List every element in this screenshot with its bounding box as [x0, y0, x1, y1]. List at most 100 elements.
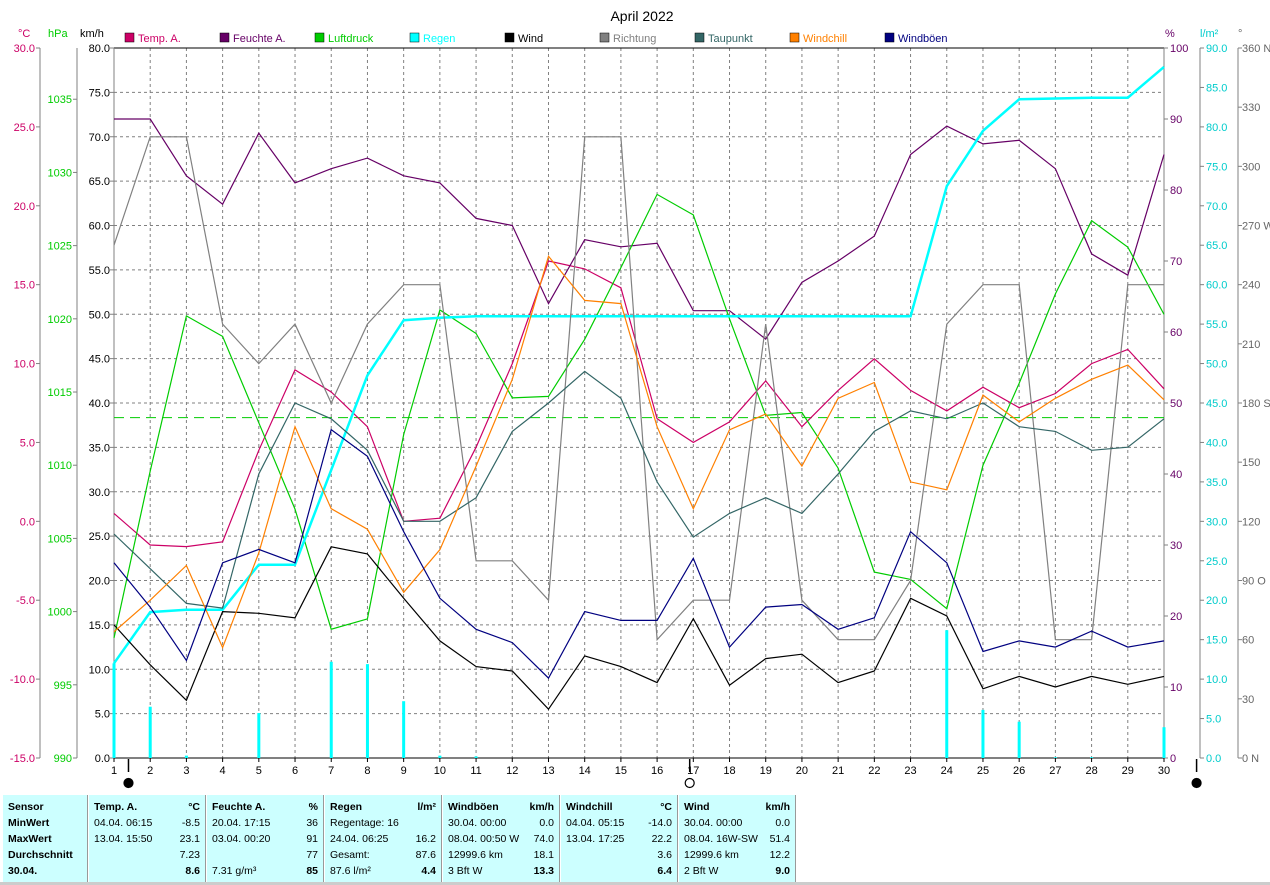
windchill-max-time: 13.04. 17:25: [566, 833, 625, 845]
x-tick-label: 21: [832, 765, 844, 777]
temp-panel: Temp. A. °C 04.04. 06:15 -8.5 13.04. 15:…: [89, 795, 206, 883]
humidity-max-value: 91: [306, 833, 318, 845]
axis-label-humidity: 20: [1170, 611, 1182, 623]
weather-chart: April 2022 °C hPa km/h % l/m² ° Temp. A.…: [9, 8, 1270, 789]
x-tick-label: 29: [1122, 765, 1134, 777]
axis-label-speed: 80.0: [89, 43, 110, 55]
axis-label-rain: 55.0: [1206, 319, 1227, 331]
axis-label-rain: 60.0: [1206, 280, 1227, 292]
axis-label-speed: 0.0: [95, 753, 110, 765]
series-line-windchill: [113, 255, 1165, 650]
axis-label-humidity: 30: [1170, 540, 1182, 552]
gust-min-time: 30.04. 00:00: [448, 817, 507, 829]
wind-header: Wind: [684, 801, 710, 813]
windchill-max-value: 22.2: [651, 833, 672, 845]
windchill-min-value: -14.0: [648, 817, 672, 829]
legend-swatch: [409, 32, 420, 43]
legend-label: Luftdruck: [328, 33, 374, 45]
minwert-label: MinWert: [8, 817, 50, 829]
axis-label-temp: -5.0: [16, 595, 35, 607]
x-tick-label: 19: [760, 765, 772, 777]
legend-label: Taupunkt: [708, 33, 753, 45]
series-line-temp-a-: [113, 260, 1165, 548]
axis-label-pressure: 1010: [48, 460, 72, 472]
axis-label-speed: 30.0: [89, 487, 110, 499]
axis-label-direction: 240: [1242, 280, 1260, 292]
axis-label-speed: 40.0: [89, 398, 110, 410]
rain-max-time: 24.04. 06:25: [330, 833, 389, 845]
legend-swatch: [504, 32, 515, 43]
rain-bar: [438, 755, 442, 758]
rain-header: Regen: [330, 801, 363, 813]
x-tick-label: 8: [364, 765, 370, 777]
axis-label-direction: 210: [1242, 339, 1260, 351]
gust-header: Windböen: [448, 801, 499, 813]
rain-sum: 87.6 l/m²: [330, 865, 371, 877]
axis-label-speed: 35.0: [89, 442, 110, 454]
new-moon-icon: [1191, 777, 1202, 789]
rain-total-value: 87.6: [415, 849, 436, 861]
gust-unit: km/h: [529, 801, 554, 813]
statistics-table: Sensor MinWert MaxWert Durchschnitt 30.0…: [0, 792, 1270, 885]
x-tick-label: 27: [1049, 765, 1061, 777]
axis-label-humidity: 10: [1170, 682, 1182, 694]
chart-series: [112, 65, 1165, 711]
axis-label-speed: 55.0: [89, 265, 110, 277]
axis-label-direction: 0 N: [1242, 753, 1259, 765]
rain-bar: [365, 664, 369, 758]
axis-label-temp: -15.0: [10, 753, 35, 765]
axis-label-speed: 10.0: [89, 664, 110, 676]
axis-label-temp: 25.0: [14, 122, 35, 134]
wind-unit: km/h: [765, 801, 790, 813]
axis-label-speed: 15.0: [89, 620, 110, 632]
gust-current-value: 13.3: [533, 865, 554, 877]
axis-label-rain: 25.0: [1206, 556, 1227, 568]
axis-label-humidity: 80: [1170, 185, 1182, 197]
axis-label-direction: 120: [1242, 516, 1260, 528]
axis-label-pressure: 995: [54, 680, 72, 692]
axis-label-humidity: 40: [1170, 469, 1182, 481]
x-tick-label: 6: [292, 765, 298, 777]
axis-label-pressure: 1015: [48, 387, 72, 399]
axis-label-rain: 80.0: [1206, 122, 1227, 134]
rain-bar: [1090, 757, 1094, 758]
temp-avg-value: 7.23: [179, 849, 200, 861]
rain-bar: [402, 701, 406, 758]
axis-label-speed: 50.0: [89, 309, 110, 321]
axis-label-rain: 40.0: [1206, 437, 1227, 449]
windchill-min-time: 04.04. 05:15: [566, 817, 625, 829]
temp-max-time: 13.04. 15:50: [94, 833, 153, 845]
rain-bar: [981, 709, 985, 758]
legend-label: Richtung: [613, 33, 656, 45]
maxwert-label: MaxWert: [8, 833, 52, 845]
series-line-taupunkt: [113, 370, 1165, 609]
axis-label-speed: 20.0: [89, 576, 110, 588]
chart-axes: 1035103010251020101510101005100099599030…: [10, 43, 1270, 765]
humidity-avg-value: 77: [306, 849, 318, 861]
gust-max-value: 74.0: [533, 833, 554, 845]
rain-panel: Regen l/m² Regentage: 16 24.04. 06:25 16…: [325, 795, 442, 883]
temp-current-value: 8.6: [185, 865, 200, 877]
new-moon-icon: [123, 777, 134, 789]
x-tick-label: 13: [542, 765, 554, 777]
temp-min-time: 04.04. 06:15: [94, 817, 153, 829]
axis-label-humidity: 90: [1170, 114, 1182, 126]
axis-label-temp: 10.0: [14, 359, 35, 371]
x-axis-ticks: 1 2 3 4 5 6 7 8 9 10 11 12 13 14 15 16 17 18 19 20 21 22 23 24 2…: [111, 758, 1170, 777]
wind-panel: Wind km/h 30.04. 00:00 0.0 08.04. 16W-SW…: [679, 795, 796, 883]
axis-label-direction: 360 N: [1242, 43, 1270, 55]
axis-label-temp: 20.0: [14, 201, 35, 213]
humidity-min-value: 36: [306, 817, 318, 829]
bottom-border: [0, 882, 1270, 885]
axis-label-pressure: 1025: [48, 241, 72, 253]
gust-distance: 12999.6 km: [448, 849, 503, 861]
rain-bar: [257, 713, 261, 758]
wind-max-value: 51.4: [769, 833, 790, 845]
axis-label-rain: 30.0: [1206, 516, 1227, 528]
unit-speed: km/h: [80, 28, 104, 40]
axis-label-direction: 270 W: [1242, 221, 1270, 233]
gust-panel: Windböen km/h 30.04. 00:00 0.0 08.04. 00…: [443, 795, 560, 883]
windchill-current-value: 6.4: [657, 865, 672, 877]
windchill-avg-value: 3.6: [657, 849, 672, 861]
axis-label-rain: 15.0: [1206, 635, 1227, 647]
